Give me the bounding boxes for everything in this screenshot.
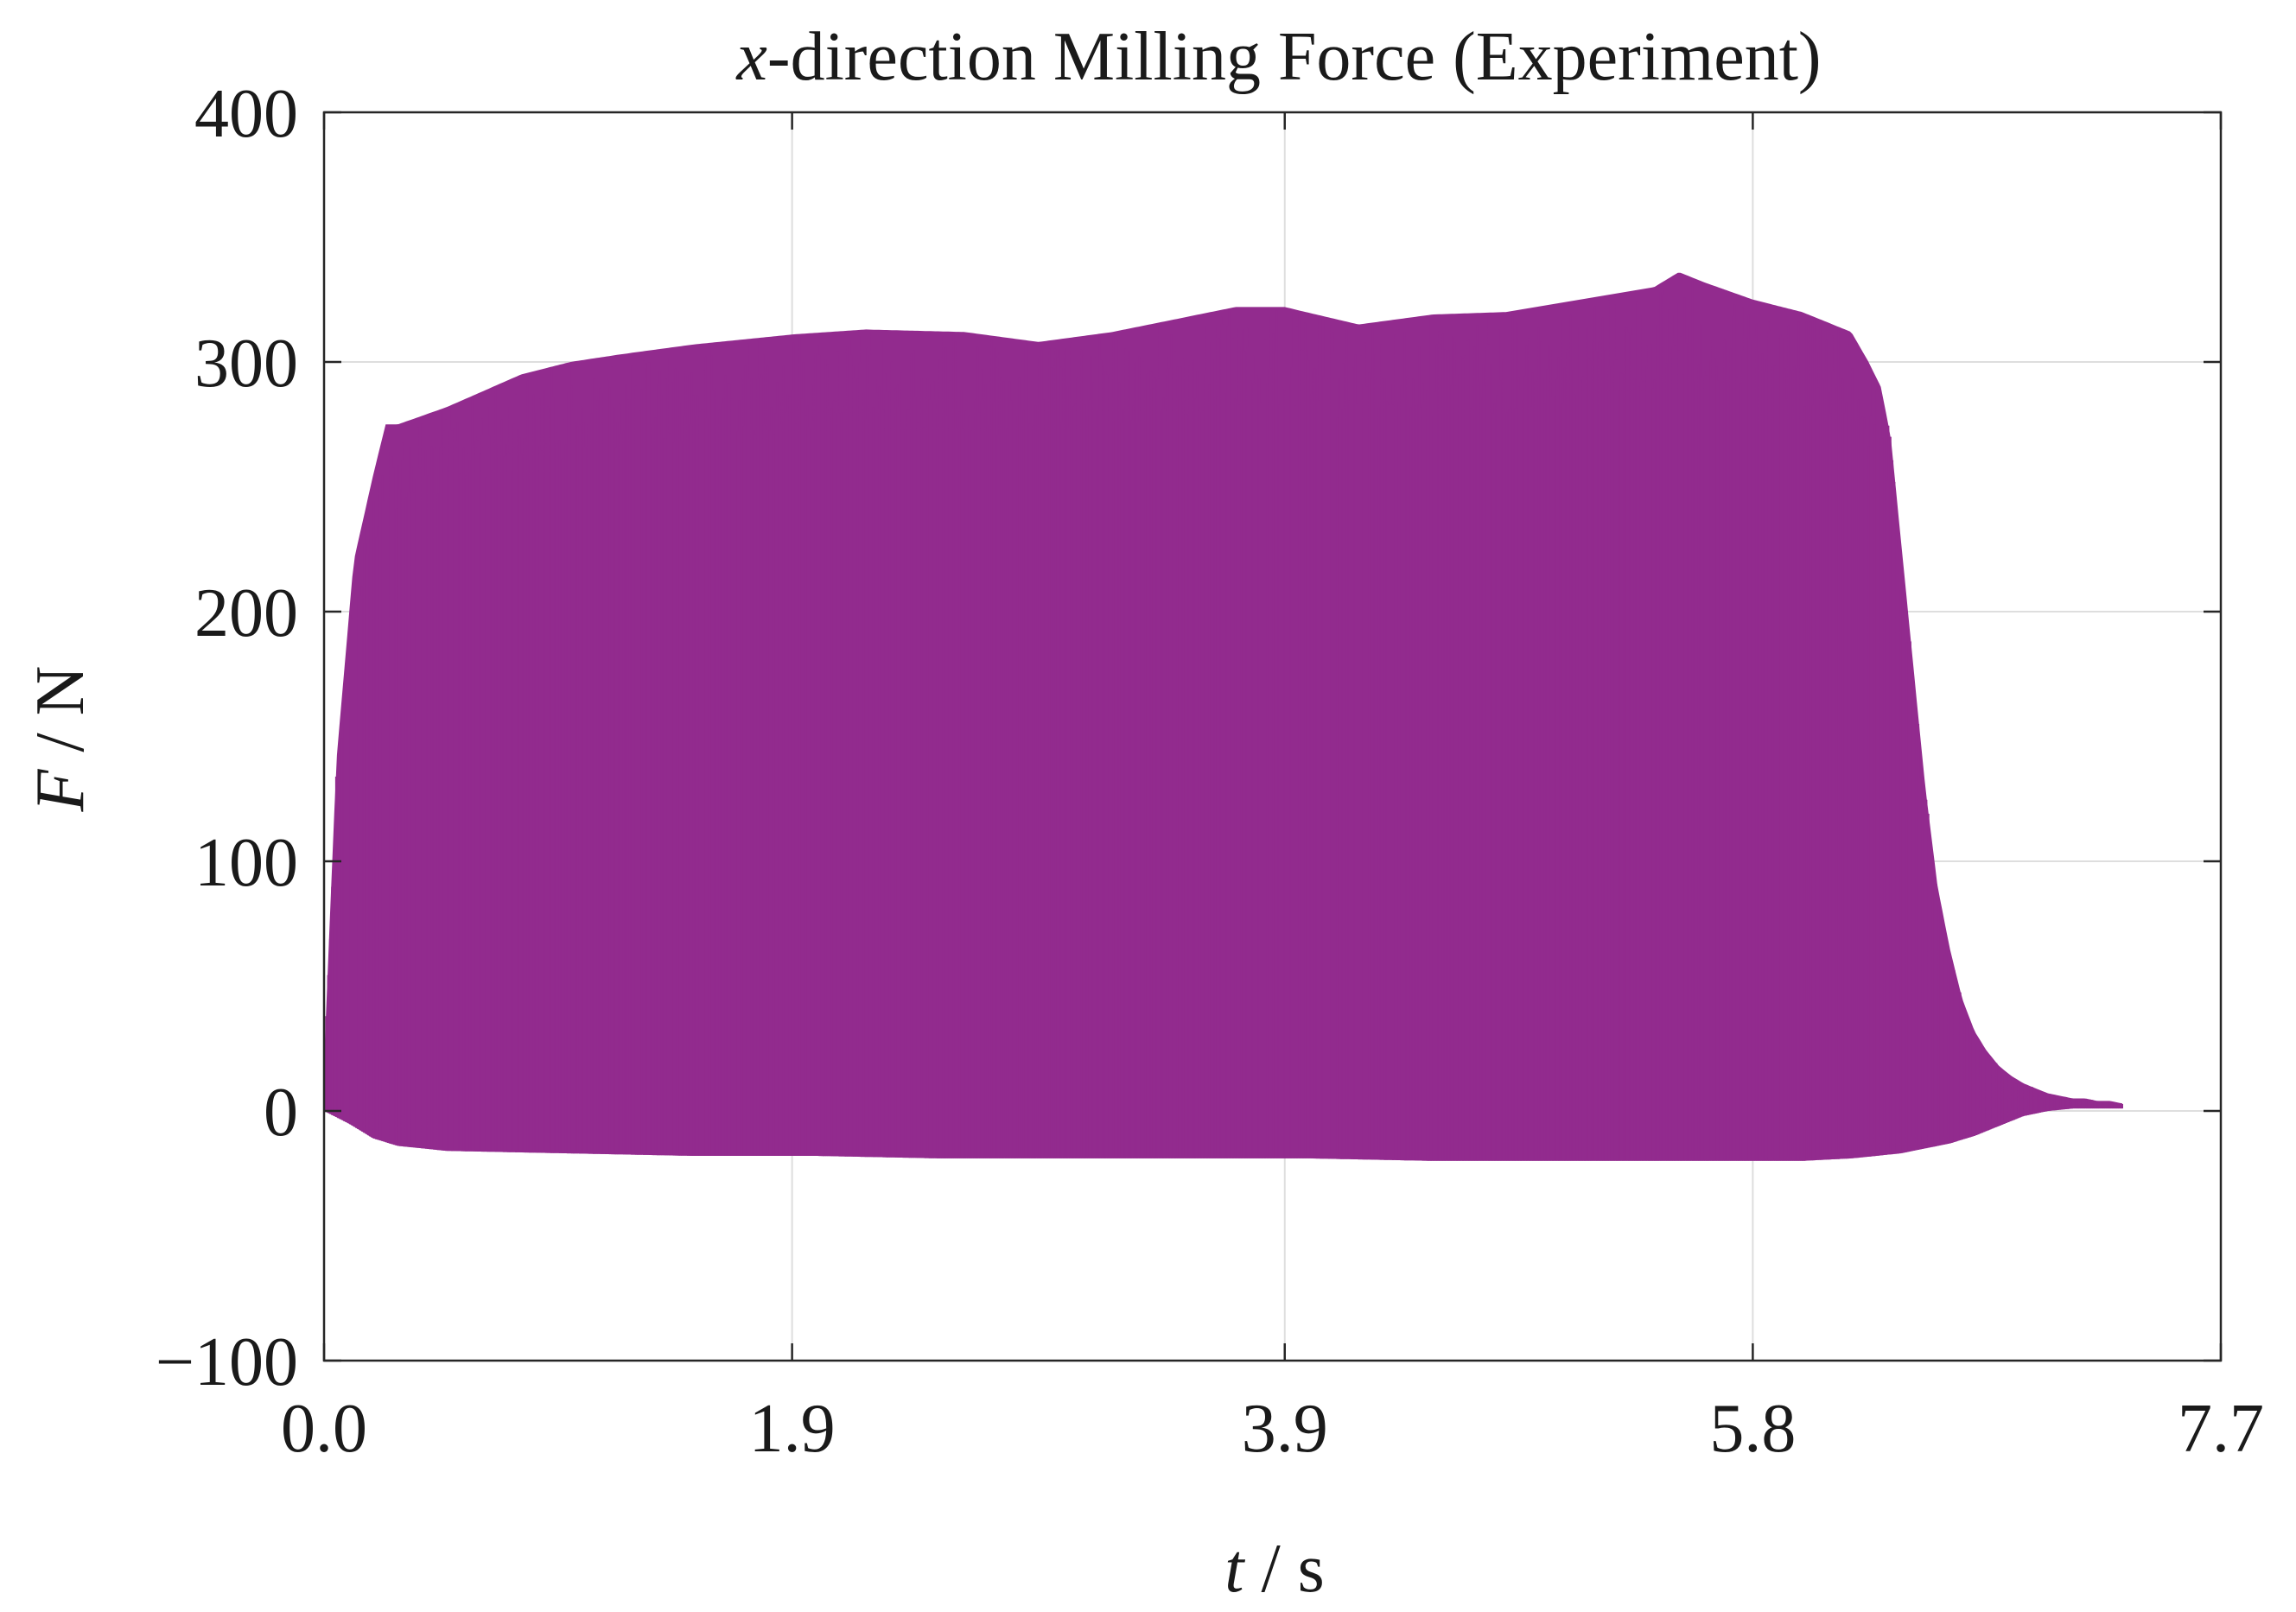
y-tick-label: 400 bbox=[194, 76, 298, 152]
y-tick-label: 200 bbox=[194, 575, 298, 651]
x-tick-label: 5.8 bbox=[1709, 1391, 1796, 1467]
x-tick-label: 1.9 bbox=[749, 1391, 836, 1467]
chart-title-italic: x bbox=[735, 19, 767, 95]
y-axis-label: F / N bbox=[22, 666, 99, 813]
y-axis-label-variable: F bbox=[22, 768, 99, 812]
x-axis-label: t / s bbox=[1224, 1531, 1325, 1607]
tick-labels: 0.0 1.9 3.9 5.8 7.7 −100 0 100 200 300 400 bbox=[156, 76, 2264, 1467]
y-tick-label: 100 bbox=[194, 825, 298, 901]
y-tick-label: 300 bbox=[194, 326, 298, 402]
x-tick-label: 7.7 bbox=[2178, 1391, 2264, 1467]
chart-title-rest: -direction Milling Force (Experiment) bbox=[767, 19, 1822, 95]
x-tick-label: 0.0 bbox=[281, 1391, 367, 1467]
axes-frame bbox=[322, 111, 2223, 1362]
x-axis-label-variable: t bbox=[1224, 1531, 1245, 1607]
x-axis-label-unit: / s bbox=[1243, 1531, 1324, 1607]
axes-box bbox=[322, 111, 2223, 1362]
y-tick-label: 0 bbox=[264, 1075, 298, 1151]
series-line bbox=[323, 280, 2123, 1161]
plot-area bbox=[323, 272, 2123, 1161]
y-axis-label-unit: / N bbox=[22, 666, 99, 770]
chart-title: x-direction Milling Force (Experiment) bbox=[735, 19, 1821, 95]
x-tick-label: 3.9 bbox=[1242, 1391, 1328, 1467]
y-tick-label: −100 bbox=[156, 1324, 298, 1400]
